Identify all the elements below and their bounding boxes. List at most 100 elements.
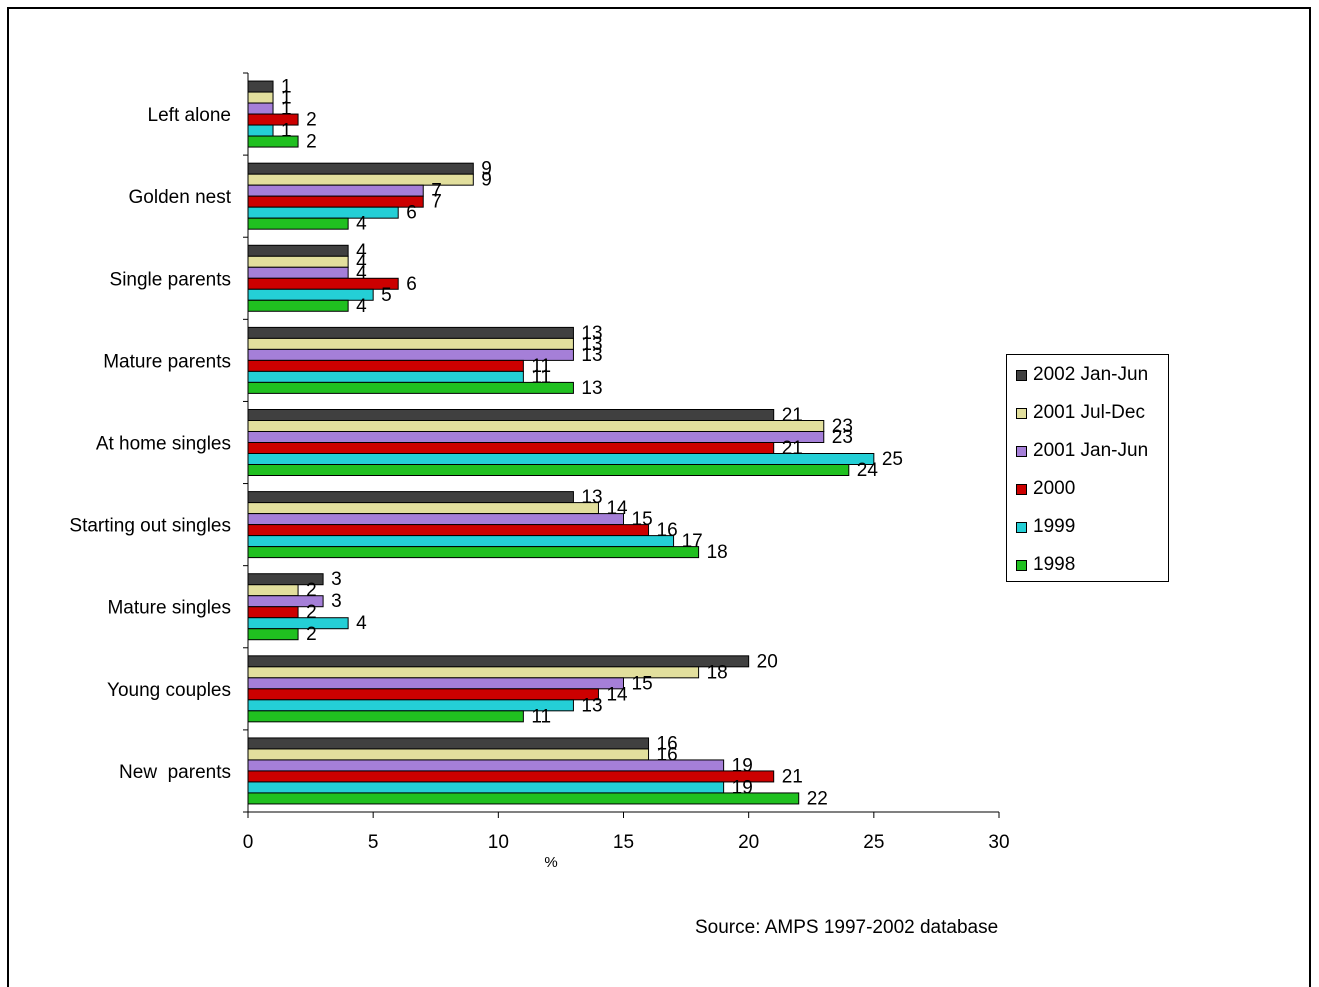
data-label: 2 [306,110,317,131]
bar [247,195,424,208]
data-label: 24 [857,460,879,481]
data-label: 4 [356,252,367,273]
bar [247,737,650,750]
category-label: New parents [119,762,231,783]
x-axis-label: % [544,854,557,871]
data-label: 2 [306,624,317,645]
bar [247,584,299,597]
legend: 2002 Jan-Jun 2001 Jul-Dec 2001 Jan-Jun 2000… [1006,354,1169,582]
bar [247,381,574,394]
bar [247,102,274,115]
data-label: 4 [356,241,367,262]
category-label: Golden nest [129,187,232,208]
bar [247,781,725,794]
bar [247,442,775,454]
bar [247,124,274,137]
data-label: 13 [581,695,602,716]
data-label: 18 [707,542,728,563]
bar [247,464,850,476]
bar [247,748,650,761]
bar [247,431,825,443]
legend-label: 1998 [1033,554,1076,575]
data-label: 2 [306,602,317,623]
data-label: 2 [306,580,317,601]
data-label: 4 [356,214,367,235]
bar [247,677,624,690]
bar [247,217,349,230]
bar [247,337,574,350]
bar [247,326,574,339]
data-label: 13 [581,345,602,366]
data-label: 22 [807,788,828,809]
bar [247,91,274,104]
data-label: 9 [481,159,492,180]
bar [247,299,349,312]
data-label: 13 [581,323,602,344]
x-tick-label: 20 [738,832,759,853]
data-label: 18 [707,662,728,683]
data-label: 4 [356,263,367,284]
data-label: 23 [832,416,853,437]
x-tick-label: 0 [243,832,254,853]
data-label: 4 [356,613,367,634]
legend-swatch [1016,521,1027,533]
legend-swatch [1016,483,1027,495]
bar [247,606,299,619]
legend-swatch [1016,369,1027,381]
bar [247,135,299,148]
chart-frame [7,7,1311,987]
bar [247,617,349,630]
bar [247,524,650,537]
legend-label: 2001 Jul-Dec [1033,402,1145,423]
x-tick-label: 25 [863,832,884,853]
category-label: Left alone [148,105,231,126]
data-label: 14 [606,684,628,705]
data-label: 1 [281,121,292,142]
bar [247,348,574,361]
data-label: 3 [331,591,342,612]
category-label: Starting out singles [69,516,231,537]
legend-item: 2002 Jan-Jun [1016,364,1148,386]
source-note: Source: AMPS 1997-2002 database [695,917,999,938]
bar [247,409,775,421]
bar [247,255,349,268]
data-label: 1 [281,77,292,98]
bar [247,491,574,504]
bar [247,655,750,668]
bar [247,710,524,723]
bar [247,770,775,783]
bar [247,688,599,701]
x-tick-label: 5 [368,832,379,853]
category-label: Single parents [110,269,231,290]
bar [247,266,349,279]
legend-label: 2002 Jan-Jun [1033,364,1149,385]
data-label: 25 [882,449,903,470]
data-label: 13 [581,378,602,399]
bar [247,513,624,526]
x-tick-label: 10 [488,832,509,853]
data-label: 6 [406,274,417,295]
bar [247,546,700,559]
category-label: Mature singles [107,598,231,619]
bar [247,80,274,93]
legend-item: 1999 [1016,516,1075,538]
legend-label: 2000 [1033,478,1076,499]
category-label: At home singles [96,434,231,455]
legend-label: 1999 [1033,516,1076,537]
data-label: 9 [481,170,492,191]
legend-item: 2001 Jul-Dec [1016,402,1145,424]
data-label: 16 [657,733,678,754]
legend-swatch [1016,407,1027,419]
bar [247,206,399,219]
bar [247,162,474,175]
data-label: 11 [531,706,551,727]
legend-swatch [1016,445,1027,457]
x-tick-label: 30 [988,832,1009,853]
bar [247,370,524,383]
legend-swatch [1016,559,1027,571]
data-label: 20 [757,651,778,672]
data-label: 13 [581,334,602,355]
bar [247,759,725,772]
data-label: 1 [281,99,292,120]
x-tick-label: 15 [613,832,634,853]
